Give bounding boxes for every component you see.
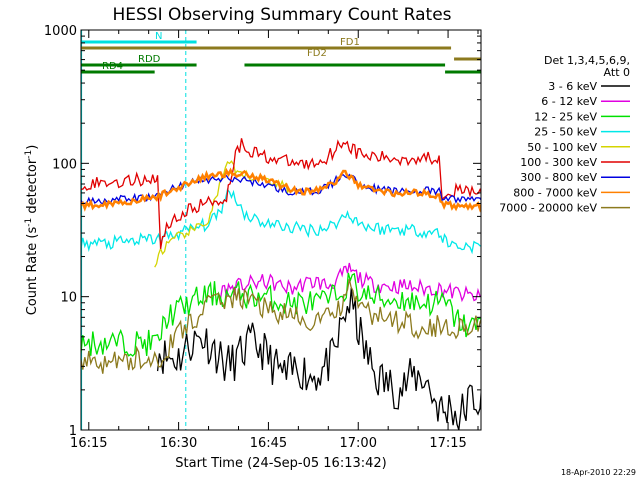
x-tick-label-1630: 16:30 (160, 436, 197, 451)
series-line-4 (81, 188, 481, 255)
legend-header-1: Det 1,3,4,5,6,9, (544, 54, 630, 67)
generation-timestamp: 18-Apr-2010 22:29 (561, 468, 636, 477)
legend-label-7: 300 - 800 keV (520, 171, 597, 184)
legend-label-6: 100 - 300 keV (520, 156, 597, 169)
y-tick-label-1000: 1000 (44, 24, 77, 39)
y-axis-label: Count Rate (s-1 detector-1) (24, 145, 40, 316)
x-tick-label-1645: 16:45 (250, 436, 287, 451)
legend-label-4: 25 - 50 keV (534, 126, 597, 139)
x-axis-label: Start Time (24-Sep-05 16:13:42) (175, 456, 386, 471)
legend-label-5: 50 - 100 keV (527, 141, 597, 154)
flag-n-label: N (155, 31, 162, 42)
y-tick-label-100: 100 (52, 157, 77, 172)
series-line-2 (219, 262, 481, 303)
series-line-1 (156, 287, 481, 430)
series-line-3 (81, 272, 481, 357)
legend: Det 1,3,4,5,6,9,Att 0 3 - 6 keV 6 - 12 keV… (499, 54, 630, 215)
chart-title: HESSI Observing Summary Count Rates (112, 5, 451, 25)
legend-header-2: Att 0 (604, 66, 630, 79)
plot-marks: N FD1 FD2 RDD RD4 (81, 30, 481, 430)
axes-ticks: 16:15 16:30 16:45 17:00 17:15 1 10 100 1000 (44, 24, 482, 451)
plot-frame (80, 29, 482, 431)
flag-rd4-label: RD4 (102, 61, 123, 72)
y-tick-label-1: 1 (69, 424, 77, 439)
legend-label-2: 6 - 12 keV (541, 95, 597, 108)
legend-label-9: 7000 - 20000 keV (499, 202, 597, 215)
series-line-6 (81, 138, 481, 250)
flag-fd2-label: FD2 (307, 48, 327, 59)
series-line-9 (81, 279, 481, 374)
x-tick-label-1615: 16:15 (70, 436, 107, 451)
legend-label-1: 3 - 6 keV (548, 80, 597, 93)
legend-label-8: 800 - 7000 keV (513, 186, 597, 199)
flag-rdd-label: RDD (138, 54, 161, 65)
x-tick-label-1715: 17:15 (429, 436, 466, 451)
series-line-8 (81, 167, 481, 213)
flag-fd1-label: FD1 (340, 37, 360, 48)
y-tick-label-10: 10 (60, 291, 77, 306)
x-tick-label-1700: 17:00 (340, 436, 377, 451)
legend-label-3: 12 - 25 keV (534, 110, 597, 123)
